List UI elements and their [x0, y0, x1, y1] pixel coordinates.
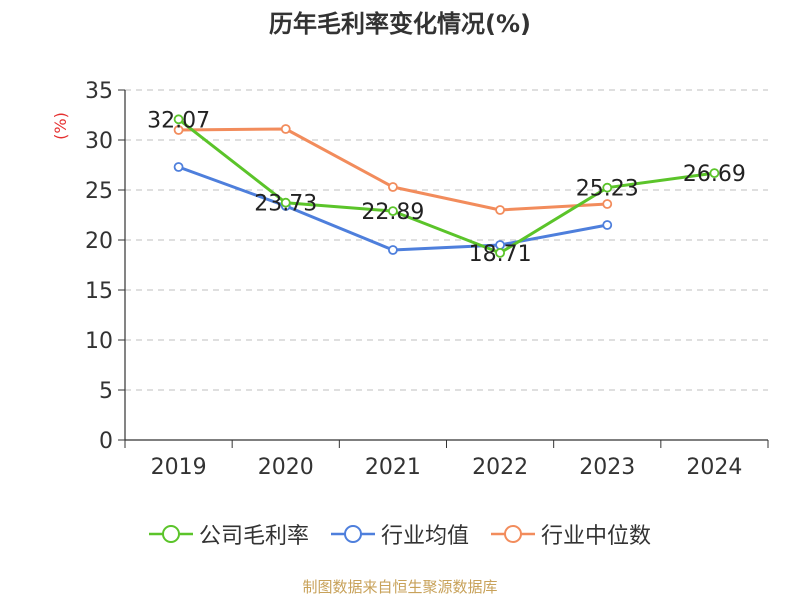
chart-title: 历年毛利率变化情况(%) — [269, 10, 531, 38]
legend-item-industry-median[interactable]: 行业中位数 — [491, 518, 651, 550]
y-axis-label: (%) — [51, 112, 70, 140]
legend-marker-icon — [330, 525, 375, 543]
y-tick-label: 10 — [85, 329, 113, 354]
data-point — [495, 205, 505, 215]
x-tick-label: 2021 — [365, 455, 421, 480]
legend-item-industry-mean[interactable]: 行业均值 — [330, 518, 469, 550]
data-labels: 32.07 23.73 22.89 18.71 25.23 26.69 — [147, 108, 746, 267]
legend-label: 公司毛利率 — [198, 524, 309, 549]
series-line — [177, 118, 715, 255]
x-tick-label: 2023 — [579, 455, 635, 480]
y-tick-label: 15 — [85, 279, 113, 304]
y-tick-label: 30 — [85, 129, 113, 154]
x-tick-label: 2024 — [686, 455, 742, 480]
gridlines — [125, 89, 768, 391]
data-point — [602, 220, 613, 230]
data-point — [280, 197, 291, 208]
y-tick-label: 25 — [85, 179, 113, 204]
series-lines — [173, 114, 720, 258]
data-label: 23.73 — [254, 192, 317, 217]
data-label: 18.71 — [469, 242, 532, 267]
data-point — [388, 182, 398, 192]
data-label: 22.89 — [361, 200, 424, 225]
data-point — [173, 114, 184, 125]
data-label: 32.07 — [147, 108, 210, 133]
x-tick-label: 2022 — [472, 455, 528, 480]
legend-marker-icon — [148, 525, 193, 543]
data-point — [280, 124, 291, 134]
y-tick-label: 35 — [85, 79, 113, 104]
data-point — [388, 245, 398, 255]
axes: 0 5 10 15 20 25 30 35 2019 2020 2021 2022 2023 2024 — [85, 79, 769, 480]
legend-marker-icon — [491, 525, 535, 543]
data-point — [495, 247, 505, 258]
data-point — [173, 125, 184, 135]
data-point — [602, 199, 613, 209]
legend-label: 行业中位数 — [541, 524, 652, 549]
data-point — [173, 162, 184, 172]
data-label: 26.69 — [683, 162, 746, 187]
data-point — [602, 182, 613, 193]
x-tick-label: 2020 — [258, 455, 314, 480]
y-tick-label: 0 — [99, 429, 113, 454]
y-tick-label: 20 — [85, 229, 113, 254]
y-tick-label: 5 — [99, 379, 113, 404]
x-tick-label: 2019 — [151, 455, 207, 480]
data-source-note: 制图数据来自恒生聚源数据库 — [302, 578, 498, 596]
legend-item-company[interactable]: 公司毛利率 — [148, 518, 309, 550]
data-point — [709, 168, 720, 179]
legend-label: 行业均值 — [380, 524, 469, 549]
data-point — [388, 206, 398, 217]
data-label: 25.23 — [576, 177, 639, 202]
legend: 公司毛利率 行业均值 行业中位数 — [0, 518, 800, 550]
